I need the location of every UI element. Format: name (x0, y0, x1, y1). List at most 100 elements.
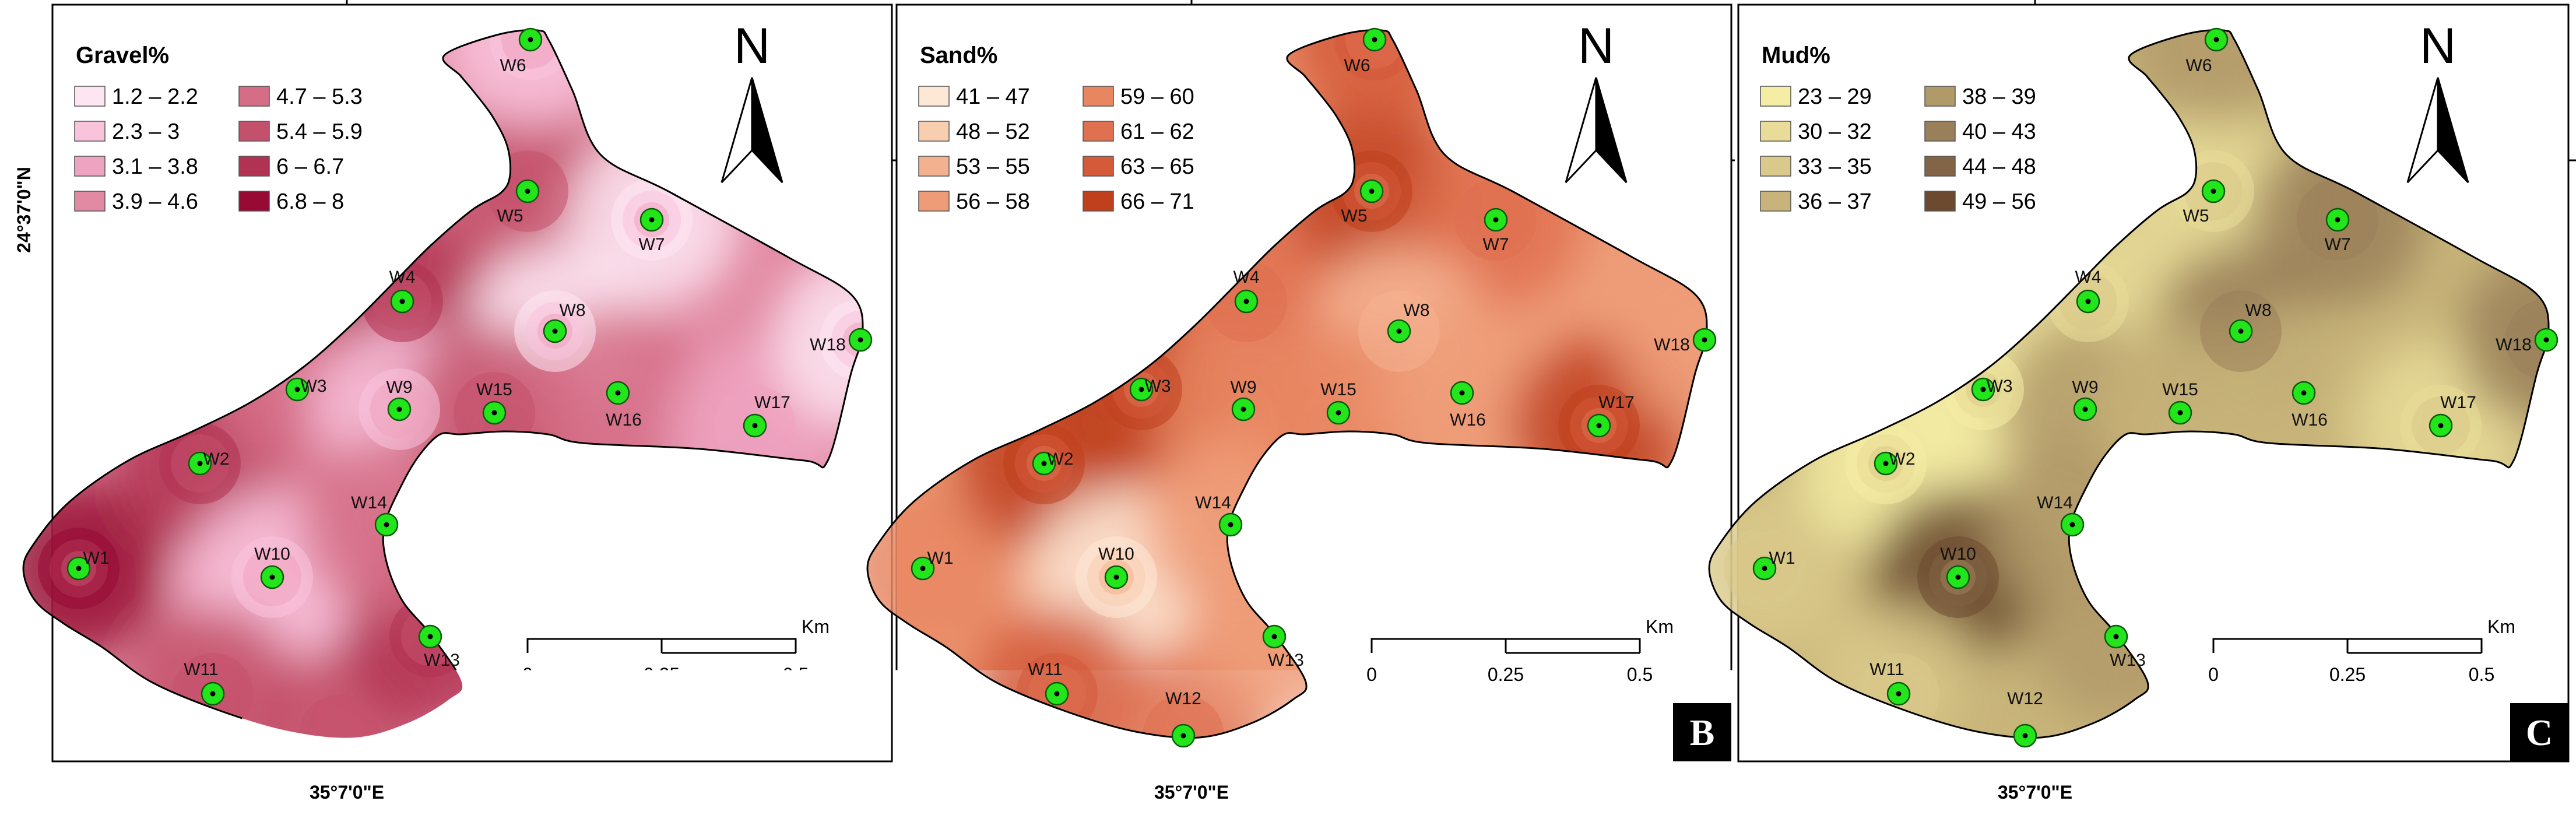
legend-class-label: 1.2 – 2.2 (112, 85, 198, 109)
well-label: W5 (1341, 206, 1368, 226)
well-label: W3 (1145, 377, 1171, 396)
svg-text:N: N (1578, 18, 1614, 74)
legend-title: Gravel% (76, 43, 169, 68)
legend-title: Mud% (1762, 43, 1830, 68)
well-label: W3 (1987, 377, 2013, 396)
legend-swatch (75, 121, 105, 141)
well-label: W17 (2440, 393, 2476, 412)
well-label: W12 (321, 689, 357, 708)
well-label: W18 (810, 335, 846, 354)
well-label: W18 (1654, 335, 1690, 354)
legend-class-label: 3.1 – 3.8 (112, 154, 198, 179)
well-label: W13 (2110, 651, 2146, 670)
well-label: W17 (754, 393, 790, 412)
well-label: W8 (2245, 301, 2272, 320)
well-label: W1 (927, 549, 954, 568)
legend-class-label: 40 – 43 (1962, 120, 2036, 144)
longitude-label-c: 35°7'0"E (1998, 782, 2072, 803)
legend-swatch (75, 86, 105, 106)
legend-class-label: 5.4 – 5.9 (276, 120, 363, 144)
legend-swatch (1760, 156, 1791, 176)
legend-class-label: 63 – 65 (1120, 154, 1194, 179)
legend-title: Sand% (920, 43, 997, 68)
well-label: W7 (639, 235, 665, 254)
legend-swatch (919, 121, 949, 141)
well-label: W10 (1940, 544, 1976, 564)
well-label: W7 (1483, 235, 1509, 254)
legend-swatch (1925, 191, 1955, 211)
legend-class-label: 41 – 47 (956, 85, 1030, 109)
well-label: W4 (389, 268, 416, 287)
well-label: W12 (1165, 689, 1201, 708)
scale-tick-label: 0.5 (1627, 664, 1653, 685)
well-label: W1 (1769, 549, 1795, 568)
longitude-label-b: 35°7'0"E (1154, 782, 1229, 803)
legend-class-label: 2.3 – 3 (112, 120, 180, 144)
well-label: W2 (1048, 449, 1074, 469)
well-label: W9 (2072, 378, 2099, 397)
well-label: W10 (1098, 544, 1134, 564)
legend-class-label: 48 – 52 (956, 120, 1030, 144)
legend-class-label: 59 – 60 (1120, 85, 1194, 109)
well-label: W6 (2186, 56, 2212, 75)
latitude-label: 24°37'0"N (13, 167, 34, 253)
legend-swatch (1760, 121, 1791, 141)
well-label: W15 (2162, 380, 2198, 399)
panel-letter: C (2510, 703, 2568, 761)
well-label: W4 (2075, 268, 2101, 287)
svg-text:N: N (734, 18, 770, 74)
legend-class-label: 66 – 71 (1120, 189, 1194, 214)
well-label: W4 (1233, 268, 1260, 287)
legend-class-label: 44 – 48 (1962, 154, 2036, 179)
legend-swatch (1083, 121, 1113, 141)
legend-class-label: 61 – 62 (1120, 120, 1194, 144)
well-label: W15 (1320, 380, 1356, 399)
legend-swatch (1925, 121, 1955, 141)
legend-class-label: 36 – 37 (1798, 189, 1872, 214)
svg-text:A: A (849, 712, 876, 753)
longitude-label-a: 35°7'0"E (310, 782, 384, 803)
well-label: W1 (83, 549, 110, 568)
legend-swatch (1925, 86, 1955, 106)
legend-class-label: 30 – 32 (1798, 120, 1872, 144)
legend-class-label: 38 – 39 (1962, 85, 2036, 109)
well-label: W13 (1268, 651, 1304, 670)
well-label: W2 (203, 449, 230, 469)
legend-class-label: 49 – 56 (1962, 189, 2036, 214)
scale-tick-label: 0 (522, 664, 533, 685)
well-label: W13 (424, 651, 460, 670)
svg-text:N: N (2420, 18, 2456, 74)
legend-swatch (1760, 191, 1791, 211)
legend-class-label: 23 – 29 (1798, 85, 1872, 109)
svg-text:B: B (1690, 712, 1715, 753)
scale-tick-label: 0 (1366, 664, 1377, 685)
legend-swatch (919, 86, 949, 106)
scale-tick-label: 0.25 (2329, 664, 2366, 685)
scale-tick-label: 0 (2208, 664, 2219, 685)
well-label: W16 (2292, 410, 2328, 430)
map-panel-a: W1W2W3W4W5W6W7W8W9W10W11W12W13W14W15W16W… (0, 0, 948, 815)
well-label: W11 (1028, 660, 1062, 679)
map-panel-b: W1W2W3W4W5W6W7W8W9W10W11W12W13W14W15W16W… (835, 0, 1792, 815)
well-label: W15 (476, 380, 512, 399)
well-label: W18 (2496, 335, 2532, 354)
well-label: W8 (1404, 301, 1430, 320)
legend-swatch (1083, 156, 1113, 176)
scale-tick-label: 0.25 (644, 664, 680, 685)
well-label: W9 (386, 378, 413, 397)
well-label: W14 (2037, 493, 2073, 512)
legend-class-label: 6.8 – 8 (276, 189, 344, 214)
scale-tick-label: 0.5 (783, 664, 809, 685)
well-label: W5 (497, 206, 523, 226)
legend-class-label: 53 – 55 (956, 154, 1030, 179)
well-label: W17 (1598, 393, 1635, 412)
legend-swatch (75, 191, 105, 211)
legend-swatch (919, 156, 949, 176)
svg-text:C: C (2526, 712, 2553, 753)
scale-tick-label: 0.25 (1488, 664, 1524, 685)
map-panel-c: W1 W2 W3 W4 W5 W6 W7 W8 W9 W10 W11 W12 W13 W14 W15 W16 W… (1677, 0, 2576, 815)
legend-class-label: 3.9 – 4.6 (112, 189, 198, 214)
legend-swatch (1083, 191, 1113, 211)
legend-swatch (239, 191, 269, 211)
